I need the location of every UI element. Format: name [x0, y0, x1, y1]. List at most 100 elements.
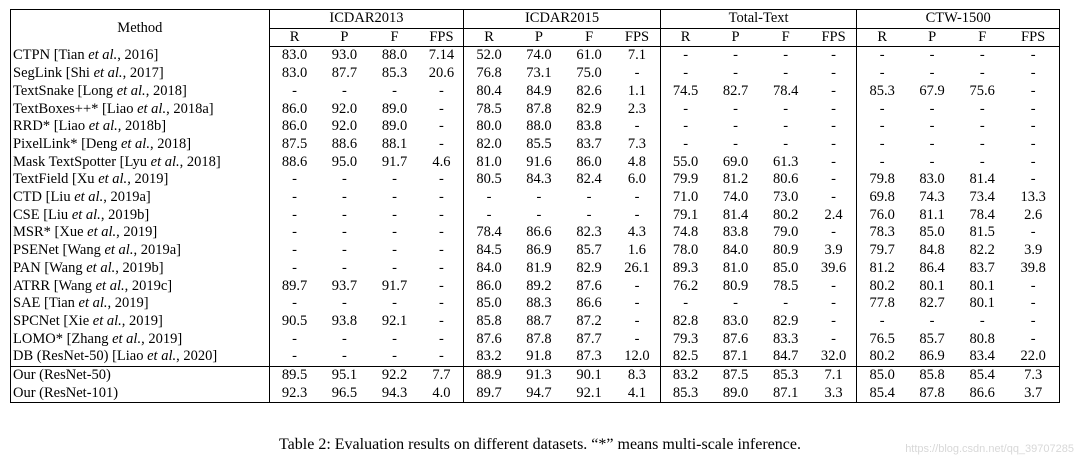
method-cell: PixelLink* [Deng et al., 2018]	[10, 135, 270, 154]
metric-cell: 2.6	[1024, 206, 1043, 223]
metric-cell: 85.4	[869, 384, 895, 401]
metric-cell: -	[929, 118, 935, 135]
metric-cell: -	[683, 295, 689, 312]
metric-cell: 88.9	[463, 366, 514, 385]
method-name: CTD	[13, 189, 42, 206]
metric-cell: 79.3	[672, 330, 699, 347]
metric-cell: -	[342, 171, 347, 188]
metric-cell: 88.0	[526, 118, 552, 135]
metric-cell: 81.9	[526, 259, 552, 276]
table-row: SegLink [Shi et al., 2017] 83.0 87.7 85.3 20…	[10, 65, 1060, 83]
metric-cell: -	[1030, 118, 1036, 135]
metric-cell: 82.9	[576, 259, 602, 276]
metric-cell: 78.4	[476, 224, 502, 241]
metric-cell: -	[419, 295, 465, 313]
metric-cell: 7.1	[810, 366, 858, 385]
metric-cell: 82.9	[576, 100, 602, 117]
metric-cell: 85.7	[576, 242, 602, 259]
metric-cell: -	[292, 242, 297, 259]
metric-cell: 83.0	[722, 312, 749, 329]
metric-cell: -	[342, 295, 347, 312]
method-citation: [Wang et al., 2019b]	[44, 259, 164, 276]
method-cell: RRD* [Liao et al., 2018b]	[10, 118, 270, 136]
metric-cell: -	[586, 206, 592, 223]
dataset-header: Total-Text	[660, 9, 858, 29]
metric-cell: 80.2	[869, 277, 895, 294]
metric-cell: 93.7	[331, 277, 358, 294]
metric-cell: 12.0	[614, 348, 661, 367]
method-name: PAN	[13, 259, 41, 276]
metric-cell: 85.8	[907, 366, 958, 385]
metric-cell: 79.8	[869, 171, 895, 188]
metric-cell: -	[419, 118, 465, 136]
metric-cell: 55.0	[672, 153, 699, 170]
metric-cell: 86.6	[576, 295, 602, 312]
metric-cell: -	[783, 118, 789, 135]
metric-cell: 1.1	[614, 82, 661, 101]
method-name: MSR*	[13, 224, 51, 241]
metric-cell: 80.2	[772, 206, 799, 223]
metric-cell: -	[879, 100, 885, 117]
metric-cell: -	[810, 330, 858, 349]
metric-cell: 92.1	[576, 384, 602, 401]
metric-cell: 91.7	[381, 153, 408, 170]
dataset-header: ICDAR2013	[269, 9, 465, 29]
metric-cell: -	[292, 206, 297, 223]
metric-cell: 91.7	[381, 277, 408, 294]
metric-cell: 8.3	[614, 366, 661, 385]
metric-cell: 85.5	[526, 135, 552, 152]
metric-cell: -	[614, 189, 661, 207]
metric-cell: 74.0	[722, 189, 749, 206]
metric-header: F	[369, 28, 420, 48]
metric-cell: 74.8	[672, 224, 699, 241]
metric-cell: -	[614, 118, 661, 136]
method-cell: MSR* [Xue et al., 2019]	[10, 224, 270, 243]
metric-cell: -	[810, 171, 858, 190]
metric-cell: -	[683, 100, 689, 117]
dataset-header: CTW-1500	[856, 9, 1060, 29]
table-header: Method ICDAR2013 ICDAR2015 Total-Text CTW-1…	[10, 9, 1060, 48]
metric-cell: 84.3	[526, 171, 552, 188]
method-cell: PSENet [Wang et al., 2019a]	[10, 242, 270, 260]
method-cell: Our (ResNet-50)	[10, 366, 270, 385]
method-citation: [Liao et al., 2020]	[112, 348, 218, 365]
metric-cell: 3.9	[1024, 242, 1043, 259]
metric-cell: 83.2	[660, 366, 711, 385]
metric-cell: -	[810, 46, 858, 66]
method-name: DB (ResNet-50)	[13, 348, 109, 365]
metric-cell: -	[879, 65, 885, 82]
metric-cell: 86.0	[576, 153, 602, 170]
metric-cell: -	[392, 206, 397, 223]
metric-cell: 95.1	[319, 366, 370, 385]
metric-cell: 94.7	[526, 384, 552, 401]
metric-header: FPS	[810, 28, 858, 48]
method-cell: SAE [Tian et al., 2019]	[10, 295, 270, 313]
metric-cell: 87.8	[526, 100, 552, 117]
metric-cell: 92.0	[331, 118, 358, 135]
metric-cell: 80.5	[476, 171, 502, 188]
metric-cell: 78.4	[772, 82, 799, 99]
watermark: https://blog.csdn.net/qq_39707285	[905, 443, 1074, 455]
metric-cell: 74.3	[919, 189, 945, 206]
metric-cell: 87.6	[476, 330, 502, 347]
metric-cell: -	[342, 330, 347, 347]
method-citation: [Tian et al., 2019]	[44, 295, 149, 312]
metric-cell: 3.9	[810, 242, 858, 260]
metric-cell: 92.2	[369, 366, 420, 385]
metric-cell: 80.9	[722, 277, 749, 294]
dataset-header: ICDAR2015	[463, 9, 661, 29]
method-name: TextField	[13, 171, 69, 188]
metric-cell: -	[733, 135, 738, 152]
metric-cell: 4.3	[614, 224, 661, 243]
metric-cell: -	[614, 312, 661, 331]
metric-cell: 52.0	[476, 47, 502, 64]
metric-cell: -	[1030, 224, 1036, 241]
metric-cell: 80.1	[969, 277, 995, 294]
metric-cell: -	[929, 65, 935, 82]
metric-cell: -	[419, 242, 465, 260]
metric-cell: -	[683, 118, 689, 135]
metric-cell: 88.1	[381, 135, 408, 152]
method-cell: ATRR [Wang et al., 2019c]	[10, 277, 270, 296]
table-row: TextField [Xu et al., 2019] - - - -80.5 84.3 8…	[10, 171, 1060, 190]
metric-cell: -	[1030, 277, 1036, 294]
